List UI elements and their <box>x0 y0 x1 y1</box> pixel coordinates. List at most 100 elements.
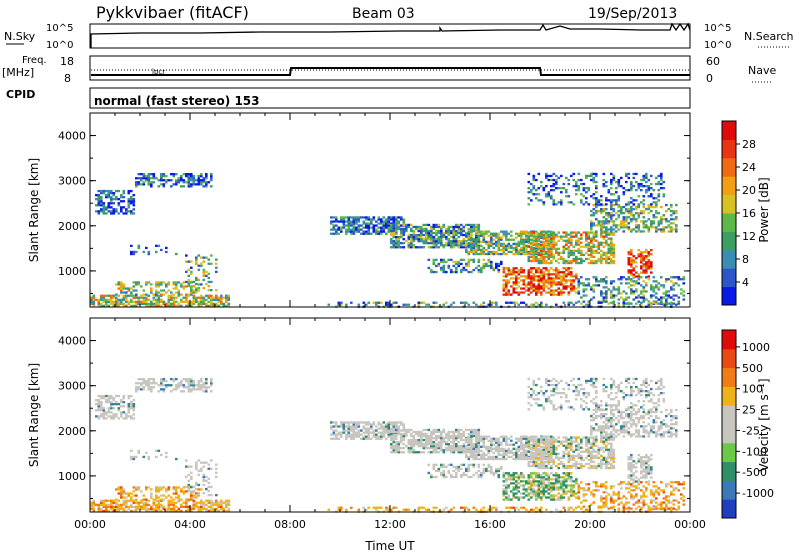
velocity-cell <box>97 409 101 412</box>
velocity-cell <box>435 443 438 446</box>
power-cell <box>657 199 661 202</box>
power-cell <box>492 252 496 256</box>
velocity-cell <box>570 442 573 445</box>
velocity-cell <box>505 457 508 461</box>
power-cell <box>625 174 628 178</box>
power-cell <box>562 283 566 286</box>
power-cell <box>595 230 598 233</box>
power-cell <box>555 235 558 238</box>
power-cell <box>555 283 558 286</box>
power-cell <box>630 201 633 204</box>
velocity-cell <box>127 411 131 414</box>
power-cell <box>530 291 533 294</box>
velocity-cell <box>130 505 133 508</box>
power-cell <box>602 203 606 207</box>
power-cell <box>645 208 648 211</box>
velocity-cell <box>532 451 536 455</box>
power-cell <box>615 203 618 206</box>
velocity-cell <box>215 507 218 510</box>
power-cell <box>430 240 433 243</box>
power-cell <box>567 267 571 270</box>
velocity-cell <box>332 429 336 432</box>
power-cell <box>127 287 131 290</box>
power-cell <box>580 282 583 285</box>
power-cell <box>627 172 631 176</box>
velocity-cell <box>505 435 508 438</box>
power-cell <box>407 303 411 306</box>
power-cell <box>202 256 206 259</box>
power-cell <box>502 269 506 272</box>
power-cell <box>485 252 488 256</box>
power-cell <box>392 231 396 235</box>
power-cell <box>490 260 493 264</box>
power-cell <box>565 195 568 198</box>
power-cell <box>670 228 673 231</box>
power-cell <box>597 199 601 202</box>
power-cell <box>650 261 653 264</box>
power-cell <box>122 294 126 297</box>
power-cell <box>467 223 471 227</box>
power-cell <box>207 262 211 265</box>
power-cell <box>345 230 348 233</box>
power-cell <box>385 220 388 223</box>
velocity-cell <box>447 432 451 436</box>
power-cell <box>577 300 581 303</box>
velocity-cell <box>432 428 436 432</box>
velocity-cell <box>117 407 121 410</box>
power-cell <box>155 298 158 301</box>
power-cell <box>380 301 383 304</box>
power-cell <box>577 278 581 281</box>
power-cell <box>635 257 638 260</box>
velocity-cell <box>212 503 216 506</box>
power-cell <box>147 304 151 307</box>
velocity-cell <box>167 505 171 508</box>
power-cell <box>497 242 501 245</box>
power-cell <box>602 286 606 289</box>
velocity-cell <box>102 505 106 508</box>
power-cell <box>537 303 541 306</box>
power-cell <box>122 287 126 290</box>
velocity-cell <box>525 449 528 452</box>
velocity-cell <box>185 386 188 389</box>
colorbar-segment <box>722 157 736 177</box>
velocity-cell <box>572 462 576 466</box>
power-cell <box>432 246 436 249</box>
power-cell <box>470 232 473 235</box>
power-cell <box>612 251 616 254</box>
power-cell <box>132 250 136 254</box>
power-cell <box>587 300 591 303</box>
power-cell <box>222 304 226 307</box>
velocity-cell <box>575 444 578 447</box>
power-cell <box>635 290 638 293</box>
velocity-cell <box>150 492 153 495</box>
velocity-cell <box>452 432 456 436</box>
power-cell <box>205 270 208 273</box>
velocity-cell <box>535 451 538 455</box>
power-cell <box>612 233 616 236</box>
velocity-cell <box>115 394 118 398</box>
power-cell <box>597 222 601 225</box>
velocity-cell <box>132 399 136 402</box>
power-cell <box>107 202 111 205</box>
power-cell <box>647 267 651 270</box>
power-cell <box>482 234 486 237</box>
power-cell <box>482 230 486 233</box>
velocity-cell <box>195 501 198 504</box>
power-cell <box>215 296 218 299</box>
velocity-cell <box>497 451 501 455</box>
power-cell <box>602 298 606 301</box>
power-cell <box>667 294 671 297</box>
velocity-cell <box>452 440 456 444</box>
power-cell <box>665 298 668 301</box>
velocity-cell <box>115 509 118 512</box>
power-cell <box>427 233 431 237</box>
velocity-cell <box>500 441 503 444</box>
power-cell <box>407 244 411 247</box>
power-cell <box>205 282 208 286</box>
velocity-cell <box>592 466 596 470</box>
power-cell <box>650 263 653 266</box>
velocity-cell <box>567 452 571 455</box>
power-cell <box>572 259 576 263</box>
power-cell <box>522 301 526 304</box>
power-cell <box>610 253 613 257</box>
